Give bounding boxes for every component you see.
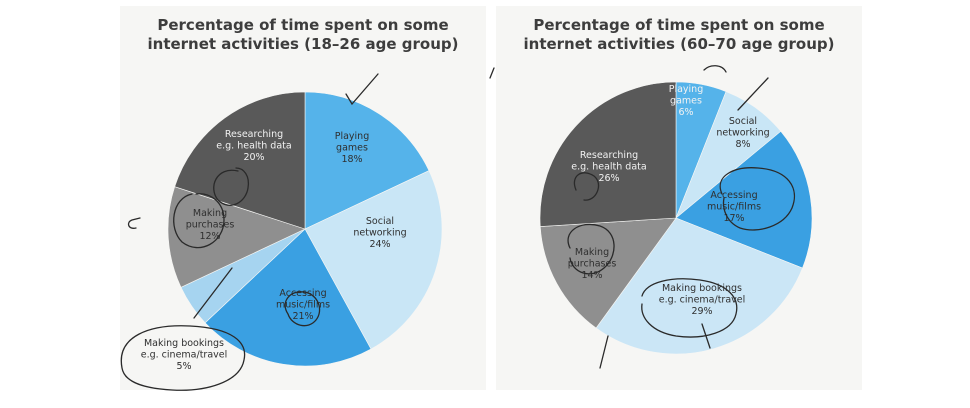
right-bookings-tick-ink: [701, 323, 711, 349]
left-slice-social-networking: [304, 170, 443, 350]
left-bookings-pointer-ink: [193, 267, 233, 319]
left-checkmark-ink: [345, 73, 379, 106]
right-title-line-1: Percentage of time spent on some: [533, 16, 825, 34]
right-slice-accessing-music-films: [675, 130, 813, 269]
right-bookings-pointer-ink: [599, 335, 609, 369]
right-bookings-circle-ink: [641, 278, 738, 338]
right-pie-chart: Playing games 6% Social networking 8% Accessin…: [489, 65, 813, 369]
right-label-accessing-music-films: Accessing music/films 17%: [707, 190, 761, 224]
left-purchases-circle-ink: [173, 193, 225, 249]
right-music-circle-ink: [719, 167, 796, 231]
right-slice-making-purchases: [539, 217, 677, 329]
left-label-social-networking: Social networking 24%: [353, 216, 406, 250]
left-pie-chart: Playing games 18% Social networking 24% Access…: [120, 73, 443, 391]
left-label-researching: Researching e.g. health data 20%: [216, 129, 291, 163]
right-margin-tick-ink: [489, 67, 495, 79]
right-label-making-bookings: Making bookings e.g. cinema/travel 29%: [659, 283, 746, 317]
left-research-circle-ink: [213, 167, 250, 206]
right-slice-researching: [539, 81, 677, 227]
left-bookings-circle-ink: [120, 325, 246, 391]
left-slice-making-purchases: [167, 186, 306, 288]
left-label-making-purchases: Making purchases 12%: [186, 208, 235, 242]
left-margin-mark-ink: [127, 217, 141, 229]
left-label-accessing-music-films: Accessing music/films 21%: [276, 288, 330, 322]
right-games-hook-ink: [703, 65, 727, 73]
right-label-making-purchases: Making purchases 14%: [568, 247, 617, 281]
left-chart-panel: Percentage of time spent on some interne…: [120, 6, 486, 391]
right-chart-panel: Percentage of time spent on some interne…: [489, 6, 862, 390]
right-slice-making-bookings: [595, 217, 803, 355]
left-slice-playing-games: [304, 91, 430, 230]
right-purchases-circle-ink: [567, 223, 615, 275]
right-label-social-networking: Social networking 8%: [716, 116, 769, 150]
left-label-making-bookings: Making bookings e.g. cinema/travel 5%: [141, 338, 228, 372]
left-title-line-2: internet activities (18–26 age group): [147, 35, 459, 53]
left-chart-title: Percentage of time spent on some interne…: [120, 16, 486, 54]
right-chart-title: Percentage of time spent on some interne…: [496, 16, 862, 54]
right-social-tick-ink: [737, 77, 769, 111]
left-title-line-1: Percentage of time spent on some: [157, 16, 449, 34]
right-label-researching: Researching e.g. health data 26%: [571, 150, 646, 184]
right-title-line-2: internet activities (60–70 age group): [523, 35, 835, 53]
left-music-circle-ink: [284, 291, 321, 327]
left-label-playing-games: Playing games 18%: [335, 131, 370, 165]
right-research-curl-ink: [573, 172, 600, 201]
right-label-playing-games: Playing games 6%: [669, 84, 704, 118]
